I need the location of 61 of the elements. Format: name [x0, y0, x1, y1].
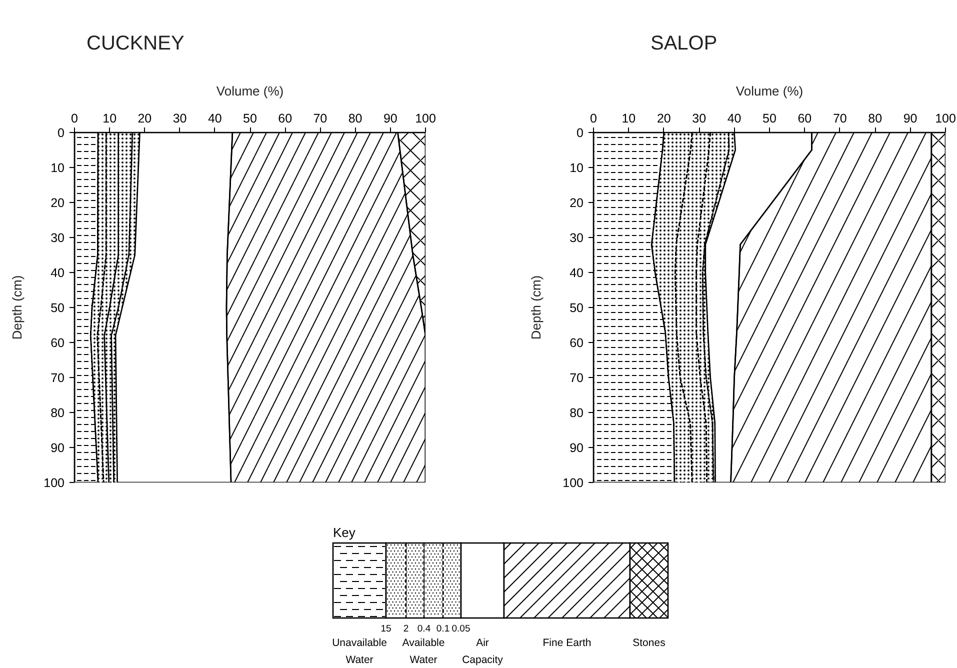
y-tick-label: 70: [570, 371, 584, 385]
y-tick-label: 20: [570, 196, 584, 210]
x-tick-label: 50: [762, 112, 776, 126]
text: 0.1: [436, 624, 450, 634]
x-tick-label: 60: [798, 112, 812, 126]
y-tick-label: 40: [50, 266, 65, 280]
y-tick-label: 90: [50, 441, 65, 455]
x-tick-label: 100: [935, 112, 956, 126]
text: 0.4: [417, 624, 431, 634]
chart-title: SALOP: [650, 32, 718, 54]
y-tick-label: 80: [50, 406, 65, 420]
y-tick-label: 0: [58, 126, 65, 140]
y-tick-label: 60: [50, 336, 65, 350]
x-tick-label: 0: [590, 112, 598, 126]
chart-title: CUCKNEY: [86, 32, 184, 54]
x-tick-label: 40: [727, 112, 742, 126]
x-tick-label: 20: [656, 112, 671, 126]
y-tick-label: 90: [570, 441, 584, 455]
x-tick-label: 90: [383, 112, 398, 126]
y-axis-title: Depth (cm): [10, 275, 25, 340]
x-tick-label: 70: [832, 112, 847, 126]
text: 0.05: [452, 624, 470, 634]
y-tick-label: 70: [50, 371, 65, 385]
text: Fine Earth: [542, 637, 592, 649]
x-tick-label: 50: [243, 112, 257, 126]
x-tick-label: 80: [868, 112, 882, 126]
text: Available Water: [402, 637, 445, 666]
y-tick-label: 100: [562, 476, 584, 490]
y-tick-label: 80: [570, 406, 584, 420]
text: Unavailable Water: [332, 637, 388, 666]
y-tick-label: 50: [570, 301, 584, 315]
y-axis-title: Depth (cm): [528, 275, 544, 340]
y-tick-label: 30: [570, 231, 584, 245]
y-tick-label: 30: [50, 231, 65, 245]
y-tick-label: 10: [50, 161, 65, 175]
x-tick-label: 80: [348, 112, 362, 126]
text: Air Capacity: [462, 637, 504, 666]
x-tick-label: 0: [71, 112, 78, 126]
text: 15: [380, 624, 392, 634]
x-tick-label: 10: [102, 112, 117, 126]
y-tick-label: 10: [570, 161, 584, 175]
x-axis-title: Volume (%): [736, 84, 804, 98]
y-tick-label: 0: [576, 126, 584, 140]
y-tick-label: 50: [50, 301, 65, 315]
y-tick-label: 60: [570, 336, 584, 350]
legend-title: Key: [333, 525, 356, 540]
y-tick-label: 20: [50, 196, 65, 210]
x-tick-label: 60: [278, 112, 292, 126]
x-tick-label: 20: [138, 112, 152, 126]
text: Stones: [632, 637, 666, 649]
x-tick-label: 90: [903, 112, 918, 126]
text: 2: [403, 624, 409, 634]
x-axis-title: Volume (%): [216, 84, 284, 98]
x-tick-label: 10: [622, 112, 636, 126]
x-tick-label: 70: [313, 112, 328, 126]
y-tick-label: 100: [44, 476, 65, 490]
x-tick-label: 100: [415, 112, 436, 126]
x-tick-label: 30: [172, 112, 187, 126]
x-tick-label: 40: [208, 112, 222, 126]
y-tick-label: 40: [570, 266, 584, 280]
x-tick-label: 30: [692, 112, 706, 126]
